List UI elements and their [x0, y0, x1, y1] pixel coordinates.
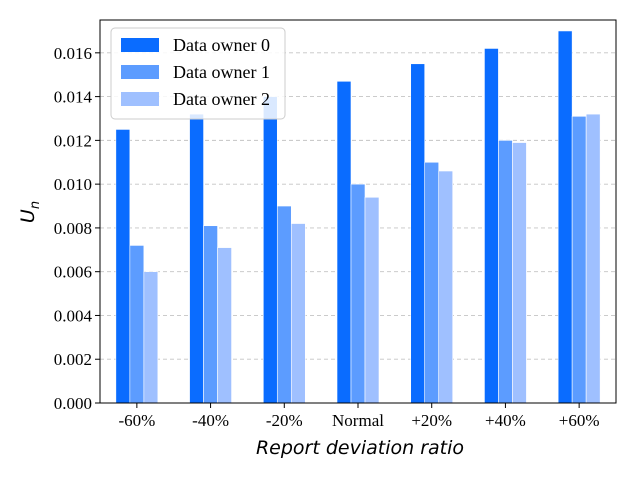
bar-owner-0: [484, 48, 499, 404]
bar-owner-0: [189, 113, 204, 404]
bar-owner-0: [115, 129, 131, 404]
x-tick-label: -40%: [192, 411, 229, 430]
x-tick-label: +60%: [559, 411, 600, 430]
bar-owner-1: [424, 161, 440, 404]
bar-owner-1: [571, 115, 587, 404]
bar-owner-1: [276, 205, 292, 404]
bars: [115, 30, 601, 404]
y-axis-title: Un: [17, 201, 43, 223]
bar-owner-2: [364, 196, 380, 404]
y-tick-label: 0.012: [54, 131, 92, 150]
bar-owner-0: [410, 63, 426, 404]
bar-owner-2: [217, 247, 232, 404]
legend-swatch-owner-2: [121, 92, 159, 106]
legend-label-owner-2: Data owner 2: [173, 89, 270, 109]
bar-owner-2: [290, 223, 306, 404]
y-tick-label: 0.002: [54, 350, 92, 369]
x-tick-label: -60%: [118, 411, 155, 430]
y-axis-ticks: 0.000 0.002 0.004 0.006 0.008 0.010 0.012 0.014…: [54, 44, 100, 413]
legend-swatch-owner-0: [121, 38, 159, 52]
bar-owner-0: [336, 80, 352, 404]
y-axis-title-subscript: n: [28, 201, 43, 209]
bar-owner-2: [143, 271, 159, 404]
bar-owner-1: [498, 140, 513, 404]
bar-owner-2: [585, 113, 601, 404]
x-tick-label: Normal: [332, 411, 384, 430]
bar-owner-1: [129, 245, 145, 404]
bar-owner-2: [512, 142, 527, 404]
y-tick-label: 0.014: [54, 88, 93, 107]
legend: Data owner 0 Data owner 1 Data owner 2: [110, 27, 286, 120]
legend-label-owner-0: Data owner 0: [173, 35, 270, 55]
legend-swatch-owner-1: [121, 65, 159, 79]
legend-label-owner-1: Data owner 1: [173, 62, 270, 82]
x-axis-title: Report deviation ratio: [256, 437, 464, 459]
y-tick-label: 0.016: [54, 44, 92, 63]
bar-owner-1: [350, 183, 366, 404]
bar-owner-0: [557, 30, 573, 404]
bar-owner-1: [203, 225, 218, 404]
x-tick-label: -20%: [266, 411, 303, 430]
y-tick-label: 0.004: [54, 306, 93, 325]
y-tick-label: 0.006: [54, 263, 92, 282]
bar-owner-2: [438, 170, 454, 404]
x-axis-ticks: -60% -40% -20% Normal +20% +40% +60%: [118, 403, 600, 430]
y-tick-label: 0.000: [54, 394, 92, 413]
y-tick-label: 0.010: [54, 175, 92, 194]
x-tick-label: +20%: [411, 411, 452, 430]
x-tick-label: +40%: [485, 411, 526, 430]
y-tick-label: 0.008: [54, 219, 92, 238]
bar-owner-0: [262, 96, 278, 404]
